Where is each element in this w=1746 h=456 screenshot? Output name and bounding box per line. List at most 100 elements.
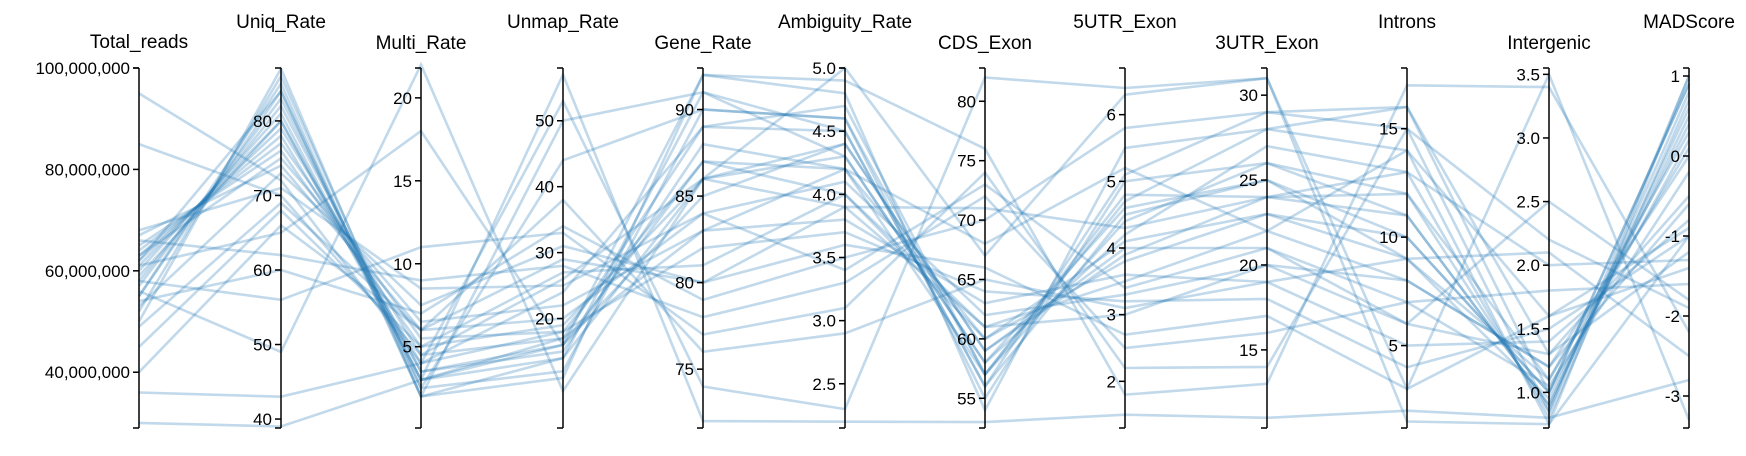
axis-title: CDS_Exon: [938, 33, 1032, 54]
axis-5utr-exon[interactable]: 2 3 4 5 6 5UTR_Exon: [1073, 12, 1177, 429]
sample-line: [137, 88, 1691, 421]
tick-label: 55: [957, 389, 976, 408]
tick-label: 15: [1379, 120, 1398, 139]
tick-label: 60: [957, 330, 976, 349]
axis-3utr-exon[interactable]: 15 20 25 30 3UTR_Exon: [1215, 33, 1319, 429]
axis-title: Total_reads: [90, 32, 188, 53]
sample-line: [138, 71, 1691, 421]
sample-line: [138, 126, 1690, 370]
sample-line: [137, 75, 1691, 415]
sample-line: [138, 142, 1691, 383]
sample-line: [138, 170, 1690, 308]
sample-line: [138, 182, 1690, 326]
tick-label: 1: [1671, 67, 1680, 86]
tick-label: -1: [1665, 227, 1680, 246]
sample-line: [138, 61, 1691, 426]
axis-cds-exon[interactable]: 55 60 65 70 75 80 CDS_Exon: [938, 33, 1032, 429]
sample-line: [138, 148, 1691, 369]
tick-label: 3.5: [812, 248, 836, 267]
sample-line: [138, 105, 1690, 357]
axis-madscore[interactable]: -3 -2 -1 0 1 MADScore: [1643, 12, 1735, 429]
tick-label: 2.5: [1516, 193, 1540, 212]
sample-line: [138, 194, 1690, 350]
tick-label: 20: [393, 89, 412, 108]
tick-label: 3.5: [1516, 65, 1540, 84]
tick-label: 15: [393, 172, 412, 191]
tick-label: 30: [535, 244, 554, 263]
tick-label: 50: [535, 112, 554, 131]
tick-label: 2.0: [1516, 256, 1540, 275]
tick-label: 0: [1671, 147, 1680, 166]
tick-label: 5: [403, 338, 412, 357]
axes-layer: 40,000,000 60,000,000 80,000,000 100,000,00…: [35, 12, 1734, 429]
sample-line: [138, 83, 1691, 396]
tick-label: 3: [1107, 306, 1116, 325]
tick-label: 15: [1239, 341, 1258, 360]
sample-line: [138, 198, 1690, 358]
sample-line: [138, 92, 1691, 408]
sample-line: [138, 111, 1691, 388]
axis-title: Uniq_Rate: [236, 12, 326, 33]
tick-label: 25: [1239, 171, 1258, 190]
sample-line: [137, 65, 1691, 428]
sample-line: [138, 83, 1691, 395]
tick-label: 3.0: [812, 312, 836, 331]
axis-title: 5UTR_Exon: [1073, 12, 1177, 33]
axis-ambiguity-rate[interactable]: 2.5 3.0 3.5 4.0 4.5 5.0 Ambiguity_Rate: [778, 12, 912, 429]
tick-label: 20: [1239, 256, 1258, 275]
sample-line: [138, 71, 1690, 428]
axis-title: Introns: [1378, 12, 1436, 33]
axis-title: Gene_Rate: [654, 33, 751, 54]
axis-title: 3UTR_Exon: [1215, 33, 1319, 54]
tick-label: 50: [253, 336, 272, 355]
tick-label: 80: [675, 274, 694, 293]
tick-label: 5.0: [812, 59, 836, 78]
sample-line: [138, 141, 1690, 369]
tick-label: 3.0: [1516, 129, 1540, 148]
sample-lines-layer: [137, 61, 1691, 428]
axis-uniq-rate[interactable]: 40 50 60 70 80 Uniq_Rate: [236, 12, 326, 429]
sample-line: [138, 73, 1691, 397]
tick-label: 80: [957, 92, 976, 111]
axis-title: Intergenic: [1507, 33, 1590, 54]
tick-label: 30: [1239, 86, 1258, 105]
tick-label: 40,000,000: [45, 363, 130, 382]
axis-title: Multi_Rate: [376, 33, 467, 54]
tick-label: 85: [675, 187, 694, 206]
tick-label: 1.5: [1516, 320, 1540, 339]
tick-label: 4: [1107, 239, 1116, 258]
tick-label: 4.5: [812, 122, 836, 141]
axis-introns[interactable]: 5 10 15 Introns: [1378, 12, 1436, 429]
axis-multi-rate[interactable]: 5 10 15 20 Multi_Rate: [376, 33, 467, 429]
tick-label: -3: [1665, 387, 1680, 406]
sample-line: [138, 192, 1690, 369]
sample-line: [138, 223, 1690, 391]
axis-total-reads[interactable]: 40,000,000 60,000,000 80,000,000 100,000,00…: [35, 32, 188, 429]
tick-label: 80,000,000: [45, 160, 130, 179]
axis-unmap-rate[interactable]: 20 30 40 50 Unmap_Rate: [507, 12, 619, 429]
tick-label: 70: [253, 186, 272, 205]
tick-label: 6: [1107, 106, 1116, 125]
sample-line: [137, 73, 1691, 415]
tick-label: 60,000,000: [45, 262, 130, 281]
tick-label: 5: [1389, 337, 1398, 356]
axis-gene-rate[interactable]: 75 80 85 90 Gene_Rate: [654, 33, 752, 429]
tick-label: 5: [1107, 172, 1116, 191]
axis-title: Unmap_Rate: [507, 12, 619, 33]
tick-label: 75: [675, 360, 694, 379]
sample-line: [138, 118, 1691, 395]
tick-label: 65: [957, 270, 976, 289]
tick-label: 60: [253, 261, 272, 280]
tick-label: 40: [535, 178, 554, 197]
tick-label: 10: [393, 255, 412, 274]
sample-line: [138, 148, 1690, 324]
tick-label: 40: [253, 410, 272, 429]
sample-line: [138, 131, 1691, 382]
tick-label: 75: [957, 152, 976, 171]
sample-line: [137, 96, 1691, 401]
axis-intergenic[interactable]: 1.0 1.5 2.0 2.5 3.0 3.5 Intergenic: [1507, 33, 1591, 429]
tick-label: 10: [1379, 228, 1398, 247]
tick-label: 100,000,000: [35, 59, 130, 78]
tick-label: 1.0: [1516, 383, 1540, 402]
